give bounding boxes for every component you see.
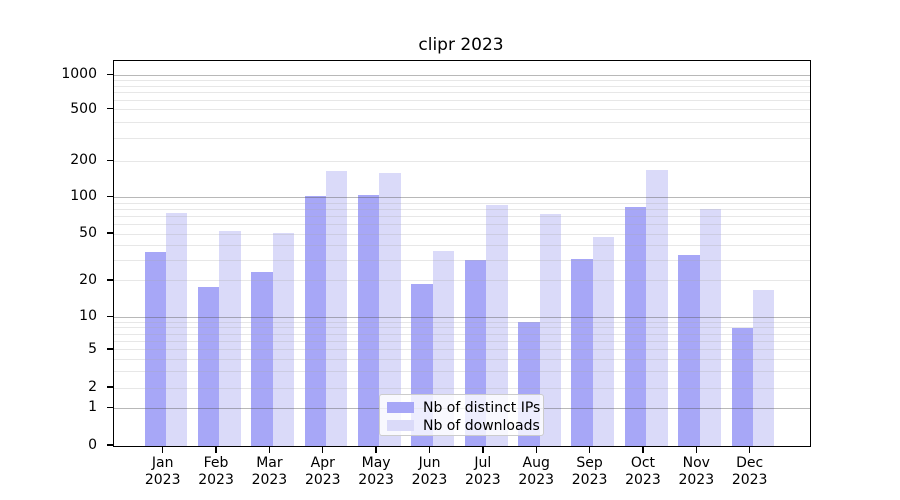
bar-nb-of-downloads-jan — [166, 212, 188, 446]
bar-nb-of-downloads-mar — [272, 232, 295, 446]
x-tick-label-aug: Aug 2023 — [518, 455, 555, 488]
x-tick-label-jun: Jun 2023 — [411, 455, 448, 488]
y-tick-label-50: 50 — [79, 225, 97, 242]
bar-nb-of-downloads-aug — [539, 214, 561, 446]
y-tick-label-1: 1 — [88, 399, 97, 416]
y-tick-label-200: 200 — [70, 152, 97, 169]
x-tick-label-apr: Apr 2023 — [304, 455, 341, 488]
y-tick-mark-500 — [107, 107, 113, 110]
legend-swatch-downloads — [387, 420, 414, 431]
bars-layer — [114, 61, 810, 446]
y-tick-label-1000: 1000 — [61, 66, 97, 83]
x-tick-mark-may — [375, 446, 377, 453]
x-tick-mark-aug — [535, 446, 537, 453]
y-tick-mark-100 — [107, 195, 113, 198]
y-tick-mark-1000 — [107, 73, 113, 76]
legend-item-downloads: Nb of downloads — [387, 417, 543, 434]
y-tick-mark-0 — [107, 444, 113, 446]
x-tick-label-feb: Feb 2023 — [198, 455, 234, 488]
bar-nb-of-distinct-ips-jan — [144, 252, 166, 446]
x-tick-mark-dec — [748, 446, 751, 453]
y-tick-label-10: 10 — [79, 308, 97, 325]
y-tick-mark-10 — [107, 315, 113, 318]
bar-nb-of-downloads-may — [379, 173, 401, 446]
legend-label-distinct-ips: Nb of distinct IPs — [423, 399, 541, 416]
y-tick-label-2: 2 — [88, 379, 97, 396]
legend-label-downloads: Nb of downloads — [423, 417, 540, 434]
x-tick-mark-jul — [482, 446, 484, 453]
bar-nb-of-distinct-ips-nov — [678, 255, 700, 446]
legend-item-distinct-ips: Nb of distinct IPs — [387, 399, 543, 416]
y-tick-mark-50 — [107, 232, 113, 234]
legend: Nb of distinct IPs Nb of downloads — [379, 394, 544, 436]
x-tick-mark-jun — [428, 446, 431, 453]
x-tick-mark-jan — [162, 446, 164, 453]
y-tick-label-5: 5 — [88, 340, 97, 357]
y-tick-label-0: 0 — [88, 437, 97, 453]
bar-nb-of-distinct-ips-apr — [304, 196, 327, 446]
x-tick-label-dec: Dec 2023 — [731, 455, 768, 488]
y-tick-mark-2 — [107, 386, 113, 388]
bar-nb-of-distinct-ips-feb — [197, 286, 220, 446]
plot-area: Nb of distinct IPs Nb of downloads — [113, 60, 811, 447]
y-tick-mark-5 — [107, 348, 113, 350]
x-tick-label-may: May 2023 — [358, 455, 394, 488]
bar-nb-of-distinct-ips-mar — [251, 271, 273, 446]
bar-nb-of-distinct-ips-dec — [731, 327, 753, 446]
bar-nb-of-distinct-ips-may — [358, 195, 380, 446]
bar-nb-of-distinct-ips-oct — [624, 206, 647, 446]
y-tick-label-100: 100 — [70, 188, 97, 205]
x-tick-label-jul: Jul 2023 — [465, 455, 501, 488]
x-tick-label-jan: Jan 2023 — [144, 455, 181, 488]
x-tick-mark-apr — [322, 446, 324, 453]
x-tick-mark-oct — [642, 446, 644, 453]
bar-nb-of-downloads-oct — [646, 169, 668, 446]
x-tick-mark-nov — [695, 446, 697, 453]
y-tick-mark-200 — [107, 159, 113, 162]
y-tick-mark-20 — [107, 279, 113, 281]
x-tick-mark-feb — [215, 446, 217, 453]
x-tick-label-mar: Mar 2023 — [251, 455, 288, 488]
chart-title: clipr 2023 — [418, 35, 504, 55]
y-tick-label-500: 500 — [70, 100, 97, 117]
bar-nb-of-downloads-feb — [219, 230, 241, 446]
legend-swatch-distinct-ips — [387, 402, 414, 413]
x-tick-mark-sep — [588, 446, 591, 453]
bar-nb-of-downloads-jul — [486, 204, 508, 446]
x-tick-label-nov: Nov 2023 — [678, 455, 715, 488]
bar-nb-of-downloads-sep — [592, 237, 615, 446]
bar-nb-of-downloads-dec — [752, 289, 775, 446]
x-tick-label-oct: Oct 2023 — [625, 455, 661, 488]
x-tick-mark-mar — [268, 446, 271, 453]
bar-nb-of-distinct-ips-sep — [571, 258, 593, 446]
y-tick-mark-1 — [107, 406, 113, 408]
bar-nb-of-downloads-nov — [699, 209, 721, 446]
y-tick-label-20: 20 — [79, 271, 97, 288]
x-tick-label-sep: Sep 2023 — [571, 455, 608, 488]
bar-nb-of-downloads-apr — [326, 171, 348, 446]
